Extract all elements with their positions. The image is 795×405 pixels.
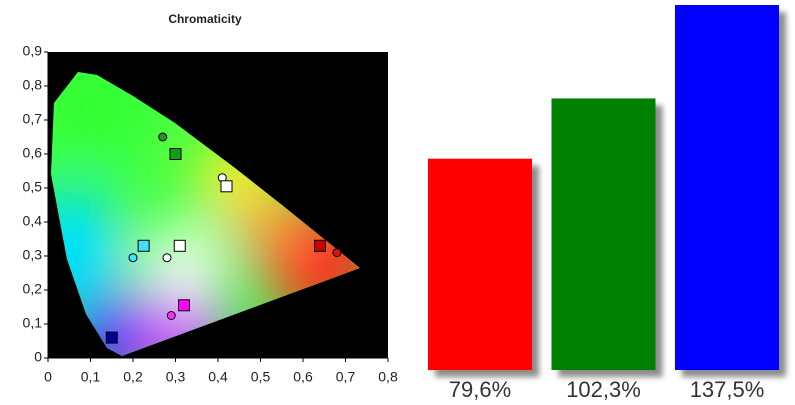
bar-value-label: 137,5% (690, 377, 765, 402)
target-point (173, 239, 186, 252)
target-point (178, 299, 190, 312)
y-tick-label: 0 (34, 349, 42, 365)
x-tick-label: 0,1 (81, 369, 101, 385)
target-point (314, 239, 326, 252)
y-tick-label: 0,2 (23, 281, 43, 297)
target-point (105, 331, 118, 344)
y-tick-label: 0,1 (23, 315, 43, 331)
y-tick-label: 0,5 (23, 179, 43, 195)
y-tick-label: 0,6 (23, 145, 43, 161)
x-tick-label: 0,7 (336, 369, 356, 385)
target-point (137, 239, 150, 252)
x-tick-label: 0,4 (208, 369, 228, 385)
x-tick-label: 0,2 (123, 369, 143, 385)
x-tick-label: 0,5 (251, 369, 271, 385)
measured-point (332, 248, 342, 258)
measured-point (162, 253, 172, 263)
bar (428, 158, 532, 370)
measured-point (128, 253, 138, 263)
x-tick-label: 0,8 (378, 369, 398, 385)
bar-value-label: 102,3% (566, 377, 641, 402)
target-point (220, 180, 233, 193)
chart-title: Chromaticity (168, 12, 242, 26)
y-tick-label: 0,7 (23, 111, 43, 127)
y-tick-label: 0,3 (23, 247, 43, 263)
measured-point (166, 311, 176, 320)
bar (551, 98, 656, 370)
y-tick-label: 0,8 (23, 77, 43, 93)
x-tick-label: 0,6 (293, 369, 313, 385)
x-tick-label: 0 (44, 369, 52, 385)
target-point (169, 148, 182, 160)
y-tick-label: 0,4 (23, 213, 43, 229)
bar-value-label: 79,6% (449, 377, 511, 402)
bar (675, 5, 779, 370)
measured-point (158, 132, 168, 142)
y-tick-label: 0,9 (23, 43, 43, 59)
x-tick-label: 0,3 (166, 369, 186, 385)
